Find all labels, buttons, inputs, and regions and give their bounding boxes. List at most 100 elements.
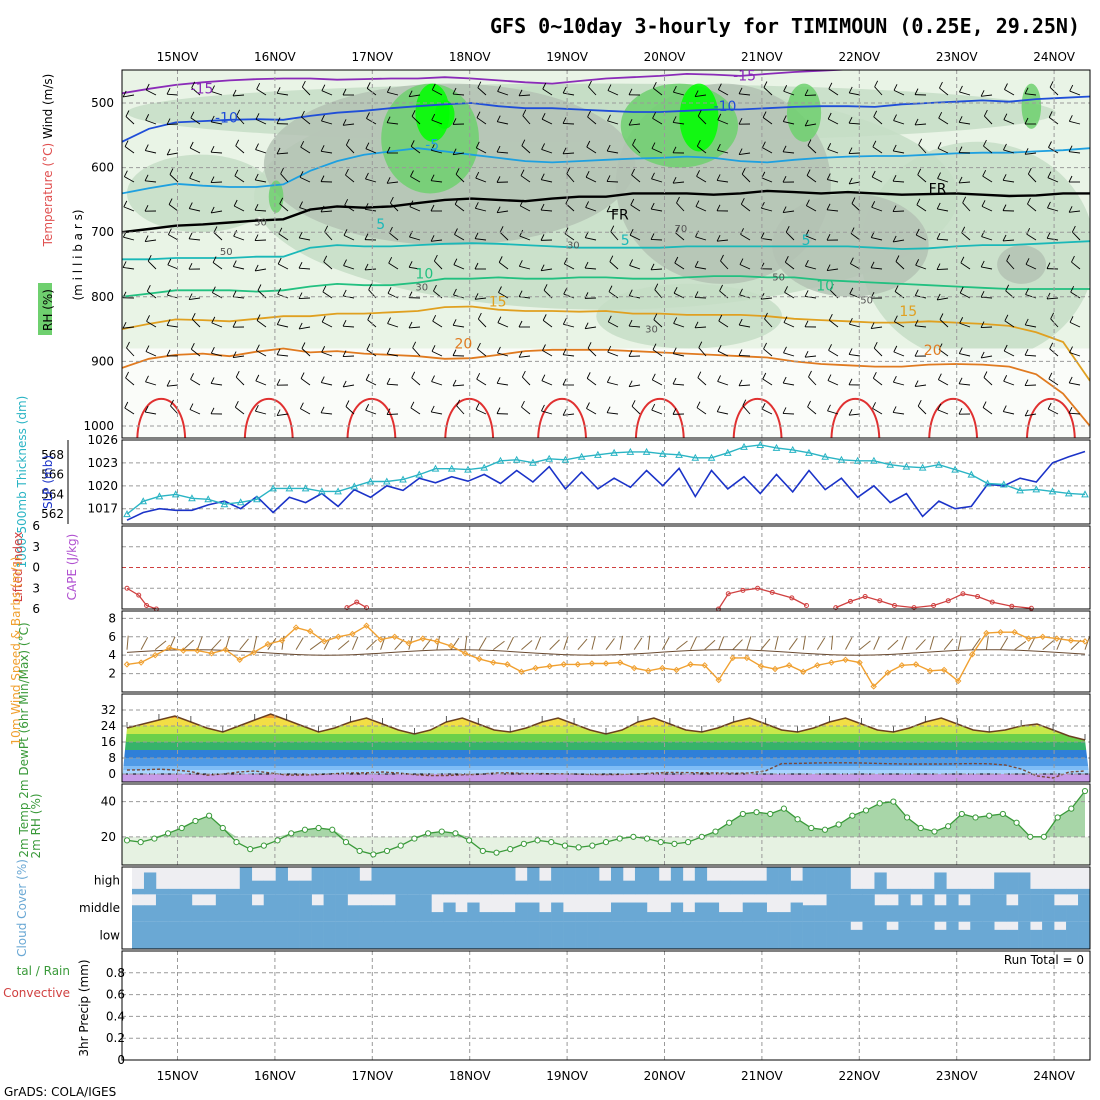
wind-barb-10m <box>464 635 468 650</box>
wind-barb <box>124 146 135 154</box>
cloud-bar <box>1078 921 1091 949</box>
wind-barb <box>606 180 619 183</box>
panel-frame <box>121 783 1091 866</box>
cloud-bar <box>455 867 468 895</box>
wind-speed-marker <box>391 633 398 640</box>
dewpoint-line <box>126 762 1086 779</box>
wind-barb <box>850 263 861 270</box>
wind-speed-marker <box>335 633 342 640</box>
wind-barb <box>1046 262 1051 269</box>
wind-barb <box>123 200 128 208</box>
thickness-marker <box>594 450 602 458</box>
wind-barb <box>432 89 443 96</box>
wind-barb <box>211 210 223 214</box>
wind-barb <box>893 345 898 353</box>
wind-tick-label: 2 <box>108 667 116 681</box>
wind-barb <box>410 176 421 183</box>
wind-barb <box>914 118 919 126</box>
wind-barb <box>519 265 531 270</box>
wind-barb <box>1003 113 1008 120</box>
wind-barb <box>650 263 655 270</box>
wind-barb <box>915 123 927 126</box>
wind-barb <box>783 316 788 323</box>
wind-barb <box>1005 284 1010 291</box>
cloud-bar <box>527 867 540 895</box>
wind-barb <box>125 116 135 125</box>
wind-barb <box>653 87 663 96</box>
wind-barb <box>850 233 861 241</box>
lifted-index-marker <box>1028 605 1034 611</box>
thickness-marker <box>870 456 878 464</box>
wind-barb-10m <box>1014 641 1027 651</box>
cloud-bar <box>970 894 983 922</box>
wind-barb <box>541 404 545 412</box>
wind-barb-10m <box>549 639 560 651</box>
bottom-date-label: 23NOV <box>936 1069 978 1083</box>
temp-band <box>122 742 1090 750</box>
wind-barb <box>167 228 172 235</box>
wind-barb <box>211 352 223 357</box>
wind-barb <box>629 228 634 236</box>
thickness-marker <box>983 479 992 487</box>
wind-barb <box>782 145 787 153</box>
wind-barb <box>673 181 685 184</box>
cloud-bar <box>802 867 815 895</box>
cloud-bar <box>1066 905 1079 922</box>
wind-barb <box>827 374 832 381</box>
cloud-bar <box>946 894 959 922</box>
wind-barb <box>190 373 194 380</box>
wind-barb <box>739 258 744 265</box>
rh-marker <box>520 840 527 847</box>
wind-barb <box>983 377 993 386</box>
wind-barb <box>299 207 311 212</box>
cloud-bar <box>275 921 288 949</box>
wind-barb <box>740 233 751 241</box>
isotherm-25-tongue <box>830 398 881 438</box>
wind-barb <box>762 147 773 154</box>
wind-barb-10m <box>830 635 834 650</box>
wind-barb <box>607 114 611 121</box>
wind-barb <box>345 400 350 407</box>
wind-barb <box>257 284 262 291</box>
pressure-tick-label: 900 <box>91 354 114 368</box>
wind-barb <box>191 81 196 88</box>
wind-barb <box>914 349 919 357</box>
wind-barb <box>939 313 944 320</box>
rh-marker <box>602 839 610 846</box>
temp-tick-label: 16 <box>101 735 116 749</box>
wind-barb <box>760 232 765 239</box>
wind-barb <box>696 140 701 147</box>
wind-barb <box>453 258 458 265</box>
temp-band <box>122 758 1090 766</box>
isotherm-label: FR <box>929 181 947 197</box>
thickness-marker <box>204 495 213 503</box>
wind-barb <box>1003 380 1015 386</box>
wind-barb <box>430 144 435 151</box>
wind-barb <box>256 88 267 96</box>
axis-label: RH (%) <box>41 289 55 331</box>
wind-barb <box>1025 258 1030 265</box>
wind-barb <box>762 378 773 386</box>
wind-barb <box>959 181 971 184</box>
wind-barb <box>607 84 612 91</box>
wind-barb <box>145 150 157 154</box>
wind-barb <box>542 314 547 321</box>
wind-barb <box>1047 408 1059 415</box>
wind-barb <box>301 348 311 357</box>
cloud-bar <box>646 921 660 949</box>
wind-barb <box>430 235 435 242</box>
cloud-bar <box>862 921 875 949</box>
wind-barb <box>1069 382 1081 386</box>
wind-barb <box>652 349 663 357</box>
isotherm-line <box>122 347 1090 427</box>
pressure-tick-label: 1000 <box>83 419 114 433</box>
wind-barb <box>805 199 810 206</box>
wind-barb <box>672 377 677 385</box>
wind-barb <box>1068 407 1073 414</box>
cloud-bar <box>1066 888 1079 895</box>
wind-barb <box>408 261 413 268</box>
wind-barb <box>1003 411 1015 415</box>
wind-barb <box>324 225 329 233</box>
wind-barb <box>477 348 487 357</box>
wind-speed-marker <box>518 668 525 675</box>
